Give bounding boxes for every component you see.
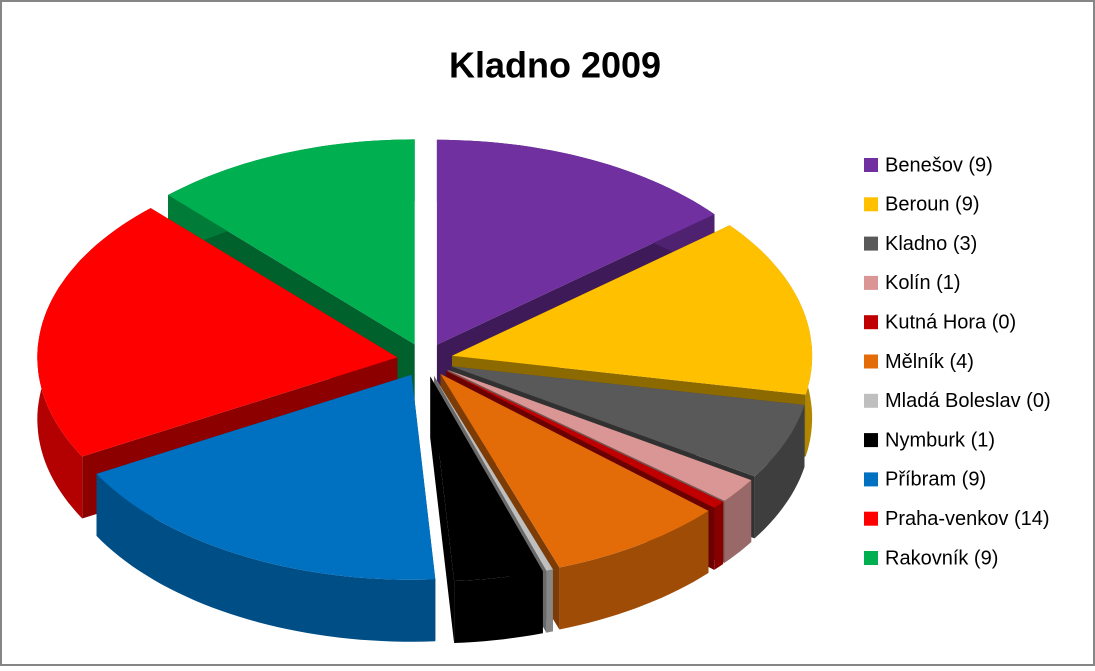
legend-swatch bbox=[864, 393, 878, 408]
slice bbox=[96, 374, 436, 580]
slice-side bbox=[454, 571, 543, 643]
legend-label: Kutná Hora (0) bbox=[885, 311, 1016, 333]
slice bbox=[434, 375, 553, 571]
slice bbox=[451, 366, 805, 477]
slice bbox=[440, 374, 709, 568]
slice bbox=[430, 376, 543, 581]
chart-title: Kladno 2009 bbox=[449, 45, 661, 86]
legend-label: Rakovník (9) bbox=[885, 547, 998, 569]
slice-side bbox=[754, 405, 805, 539]
slice-side bbox=[714, 502, 724, 570]
legend-label: Mladá Boleslav (0) bbox=[885, 390, 1051, 412]
slice-side bbox=[559, 510, 709, 630]
slice-side bbox=[96, 473, 436, 642]
slice bbox=[452, 225, 813, 395]
slice-side bbox=[724, 480, 752, 563]
pie bbox=[37, 139, 813, 643]
legend-swatch bbox=[864, 236, 878, 251]
legend-swatch bbox=[864, 551, 878, 565]
legend-swatch bbox=[864, 472, 878, 487]
legend-label: Praha-venkov (14) bbox=[885, 508, 1050, 530]
legend-swatch bbox=[864, 433, 878, 448]
slice bbox=[37, 208, 398, 457]
slice-side bbox=[546, 569, 553, 633]
legend-swatch bbox=[864, 511, 878, 526]
legend-label: Nymburk (1) bbox=[885, 429, 995, 451]
legend-label: Mělník (4) bbox=[885, 351, 974, 373]
slice bbox=[436, 139, 715, 345]
legend-swatch bbox=[864, 197, 878, 212]
legend-label: Benešov (9) bbox=[885, 154, 993, 176]
legend-swatch bbox=[864, 354, 878, 369]
slice bbox=[446, 371, 724, 508]
slice bbox=[447, 369, 752, 501]
legend-swatch bbox=[864, 275, 878, 290]
slice bbox=[168, 139, 415, 345]
legend-swatch bbox=[864, 315, 878, 330]
legend-label: Beroun (9) bbox=[885, 194, 980, 216]
legend-swatch bbox=[864, 158, 878, 172]
legend-label: Kladno (3) bbox=[885, 233, 977, 255]
legend-label: Příbram (9) bbox=[885, 469, 986, 491]
slice-wall bbox=[430, 376, 455, 643]
legend: Benešov (9) Beroun (9) Kladno (3) Kolín (1)… bbox=[864, 154, 1051, 569]
legend-label: Kolín (1) bbox=[885, 272, 961, 294]
